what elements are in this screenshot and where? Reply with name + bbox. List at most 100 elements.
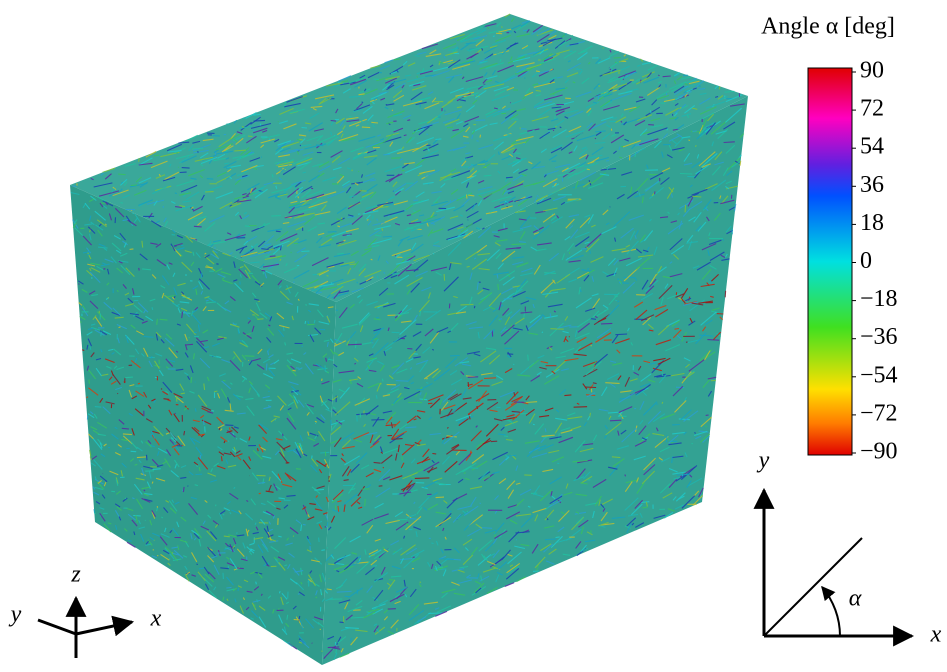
- fiber: [87, 254, 89, 255]
- fiber: [125, 498, 126, 499]
- fiber: [82, 350, 84, 351]
- fiber: [550, 313, 551, 318]
- fiber: [130, 249, 134, 250]
- fiber: [320, 452, 329, 453]
- fiber: [258, 301, 260, 302]
- fiber: [376, 395, 377, 399]
- fiber: [321, 550, 325, 551]
- fiber: [347, 235, 351, 236]
- fiber: [312, 643, 313, 644]
- fiber: [499, 152, 500, 155]
- x-label: x: [930, 622, 942, 648]
- fiber: [279, 608, 280, 609]
- fiber: [152, 482, 153, 484]
- fiber: [395, 255, 396, 256]
- x-label: x: [150, 606, 162, 632]
- fiber: [574, 407, 588, 408]
- fiber: [470, 468, 478, 469]
- fiber: [170, 558, 171, 559]
- fiber: [295, 186, 296, 190]
- fiber: [223, 514, 225, 515]
- fiber: [157, 319, 158, 325]
- fiber: [467, 266, 470, 267]
- fiber: [476, 141, 478, 142]
- fiber: [224, 441, 225, 443]
- fiber: [312, 456, 313, 459]
- fiber: [688, 140, 690, 141]
- fiber: [492, 330, 493, 336]
- fiber: [328, 232, 337, 233]
- fiber: [358, 214, 360, 215]
- fiber: [383, 154, 390, 155]
- fiber: [181, 393, 185, 394]
- fiber: [671, 443, 673, 444]
- fiber: [528, 355, 529, 361]
- fiber: [545, 428, 546, 432]
- fiber: [585, 387, 596, 388]
- fiber: [293, 370, 296, 371]
- colorbar-tick-label: −72: [860, 400, 898, 426]
- fiber: [392, 110, 393, 111]
- fiber: [507, 354, 513, 355]
- y-label: y: [9, 602, 22, 628]
- fiber: [221, 456, 222, 461]
- fiber: [152, 307, 153, 310]
- fiber: [257, 319, 263, 320]
- fiber: [296, 368, 299, 369]
- fiber: [373, 79, 379, 80]
- fiber: [283, 434, 284, 437]
- fiber: [686, 342, 688, 343]
- fiber: [376, 317, 379, 318]
- colorbar-title: Angle α [deg]: [761, 14, 895, 40]
- fiber: [559, 433, 560, 439]
- fiber: [436, 202, 439, 203]
- fiber: [182, 168, 190, 169]
- fiber: [226, 168, 231, 169]
- fiber: [428, 613, 442, 614]
- fiber: [498, 284, 499, 290]
- fiber: [293, 536, 294, 537]
- fiber: [427, 378, 428, 379]
- fiber: [189, 337, 190, 338]
- fiber: [296, 469, 301, 470]
- fiber: [707, 340, 719, 341]
- fiber: [322, 379, 323, 381]
- fiber: [658, 75, 659, 76]
- fiber: [197, 152, 198, 153]
- fiber: [521, 129, 527, 130]
- fiber: [426, 134, 428, 135]
- fiber: [161, 517, 162, 518]
- fiber: [407, 120, 410, 121]
- colorbar-tick-label: 54: [860, 134, 884, 160]
- fiber: [303, 524, 306, 525]
- fiber: [572, 35, 573, 36]
- fiber: [302, 128, 308, 129]
- fiber: [293, 282, 294, 283]
- fiber: [125, 377, 133, 378]
- fiber: [471, 164, 474, 165]
- fiber: [183, 487, 184, 492]
- fiber: [593, 383, 597, 384]
- fiber: [635, 152, 636, 157]
- fiber: [601, 323, 612, 324]
- fiber: [428, 403, 432, 404]
- fiber: [536, 71, 540, 72]
- fiber: [245, 356, 255, 357]
- fiber: [305, 321, 306, 324]
- fiber: [462, 68, 463, 70]
- fiber: [234, 150, 246, 151]
- fiber: [131, 185, 137, 186]
- fiber: [663, 76, 671, 77]
- fiber: [564, 395, 571, 396]
- fiber: [507, 134, 511, 135]
- fiber: [214, 391, 217, 392]
- axes-triad: [38, 598, 132, 658]
- fiber: [614, 296, 618, 297]
- fiber: [468, 377, 479, 378]
- fiber: [381, 207, 389, 208]
- fiber: [340, 622, 344, 623]
- fiber: [512, 244, 526, 245]
- fiber: [569, 336, 570, 337]
- fiber: [402, 456, 403, 460]
